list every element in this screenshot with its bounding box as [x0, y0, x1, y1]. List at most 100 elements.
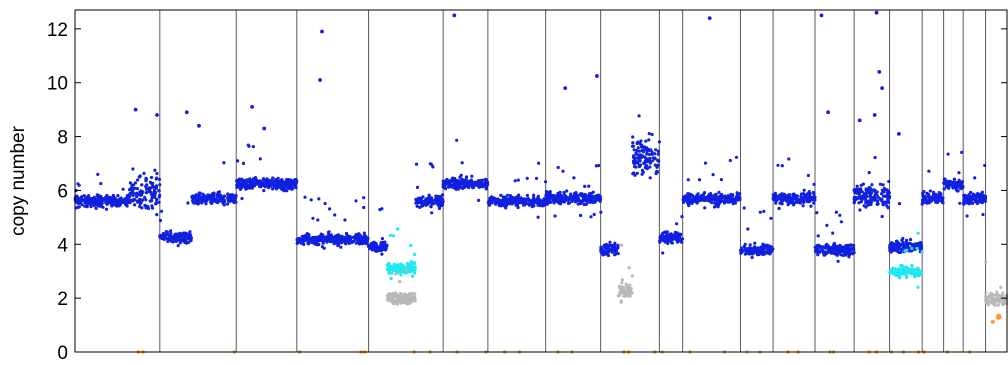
- data-point: [398, 280, 402, 284]
- data-point: [975, 199, 980, 203]
- data-point: [564, 198, 568, 202]
- data-point: [330, 239, 334, 243]
- data-point: [812, 192, 816, 196]
- data-point: [928, 189, 933, 193]
- data-point: [600, 248, 605, 252]
- data-point: [197, 201, 201, 205]
- data-point: [480, 178, 484, 182]
- data-point: [309, 198, 313, 202]
- data-point: [762, 209, 766, 213]
- data-point: [286, 178, 290, 182]
- data-point: [373, 242, 377, 247]
- data-point: [395, 302, 399, 306]
- data-point: [705, 197, 710, 201]
- y-tick-label: 6: [57, 181, 68, 202]
- data-point: [880, 192, 884, 196]
- data-point: [212, 194, 216, 198]
- data-point: [362, 196, 366, 200]
- data-point: [857, 201, 861, 205]
- data-point: [251, 145, 255, 149]
- data-point: [151, 184, 155, 188]
- data-point: [321, 241, 325, 245]
- data-point: [82, 194, 86, 198]
- data-point: [883, 201, 888, 205]
- data-point: [398, 292, 403, 296]
- data-point: [155, 213, 159, 217]
- data-point: [744, 248, 748, 252]
- data-point: [466, 181, 470, 186]
- data-point: [161, 232, 166, 236]
- data-point: [915, 246, 919, 250]
- data-point: [499, 204, 503, 208]
- data-point: [80, 198, 84, 202]
- data-point: [101, 205, 105, 209]
- data-point: [855, 191, 859, 195]
- data-point: [302, 242, 306, 246]
- data-point: [413, 252, 417, 256]
- data-point: [236, 159, 240, 163]
- data-point: [425, 201, 429, 206]
- data-point: [591, 200, 595, 205]
- data-point: [686, 178, 690, 182]
- data-point: [731, 202, 735, 206]
- data-point: [138, 191, 142, 195]
- data-point: [418, 205, 422, 209]
- data-point: [222, 161, 226, 165]
- data-point: [656, 149, 661, 153]
- data-point: [948, 179, 953, 184]
- data-point: [169, 229, 173, 233]
- data-point: [131, 167, 135, 171]
- data-point: [946, 152, 950, 156]
- data-point: [901, 236, 905, 241]
- data-point: [922, 190, 926, 194]
- data-point: [864, 191, 869, 195]
- data-point: [385, 263, 389, 267]
- data-point: [476, 184, 481, 188]
- data-point: [429, 205, 433, 209]
- data-point: [83, 204, 87, 208]
- data-point: [168, 234, 172, 238]
- data-point: [544, 190, 549, 194]
- data-point: [151, 194, 155, 198]
- data-point: [140, 206, 144, 210]
- data-point: [753, 241, 757, 245]
- data-point: [360, 239, 364, 243]
- data-point: [459, 173, 463, 177]
- data-point: [900, 247, 904, 251]
- data-point: [719, 195, 723, 200]
- data-point: [263, 179, 267, 183]
- data-point: [965, 214, 969, 218]
- data-point: [956, 183, 960, 188]
- data-point: [819, 13, 824, 18]
- data-point: [130, 186, 134, 190]
- data-point: [685, 198, 689, 203]
- data-point: [271, 187, 275, 191]
- data-point: [552, 199, 556, 203]
- data-point: [910, 267, 914, 271]
- data-point: [610, 246, 614, 250]
- data-point: [999, 285, 1003, 289]
- data-point: [388, 233, 393, 237]
- data-point: [300, 235, 304, 239]
- data-point: [777, 206, 781, 211]
- data-point: [227, 195, 231, 199]
- data-point: [645, 146, 649, 150]
- data-point: [110, 202, 114, 206]
- data-point: [886, 200, 890, 204]
- data-point: [458, 184, 462, 189]
- data-point: [387, 271, 391, 275]
- data-point: [188, 230, 192, 234]
- data-point: [620, 278, 625, 282]
- data-point: [564, 196, 568, 200]
- data-point: [795, 196, 799, 201]
- data-point: [916, 266, 920, 270]
- data-point: [786, 194, 790, 198]
- data-point: [164, 236, 168, 240]
- data-point: [243, 186, 248, 190]
- data-point: [441, 185, 446, 189]
- data-point: [635, 148, 639, 153]
- data-point: [584, 193, 588, 197]
- data-point: [460, 182, 464, 186]
- data-point: [635, 171, 639, 175]
- data-point: [734, 155, 739, 159]
